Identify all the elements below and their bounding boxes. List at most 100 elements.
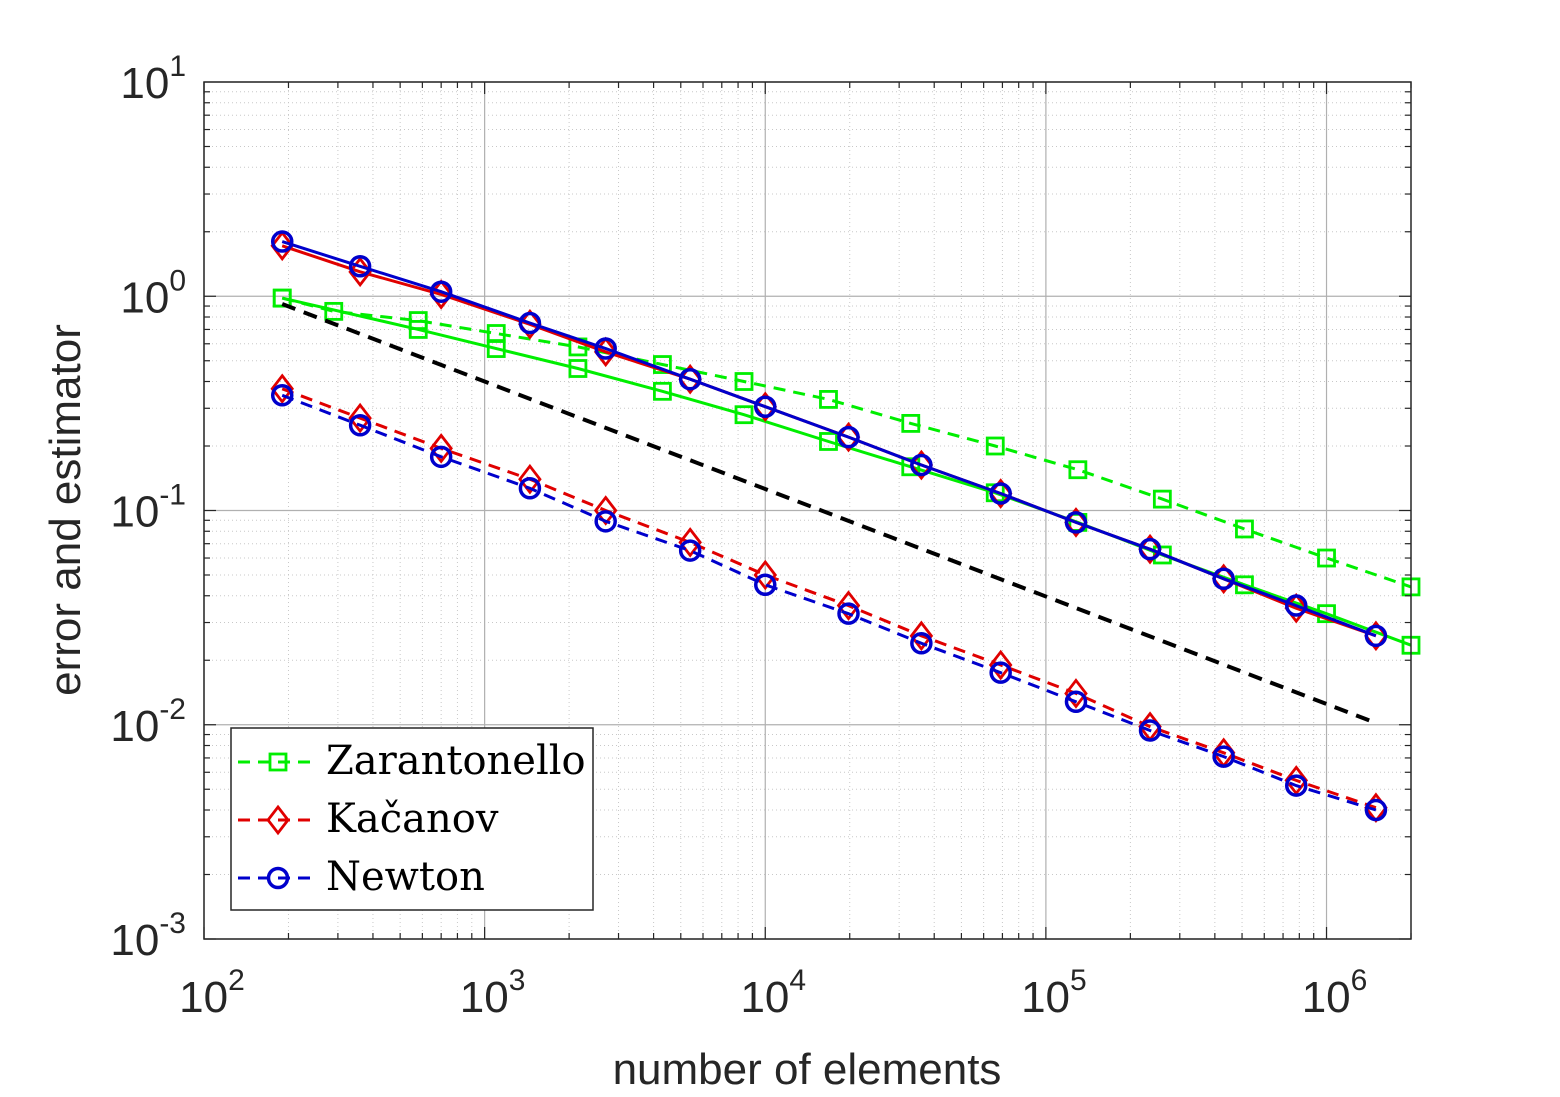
data-point-ka-anov-error bbox=[836, 590, 861, 621]
y-tick-label-base: 10 bbox=[110, 702, 159, 751]
data-point-zarantonello-error bbox=[486, 324, 506, 343]
series-line-zarantonello-error bbox=[281, 296, 1412, 589]
data-point-newton-estimator bbox=[1284, 594, 1308, 617]
y-tick-label-exponent: -3 bbox=[159, 907, 186, 940]
data-point-newton-estimator bbox=[518, 311, 542, 335]
data-point-ka-anov-error bbox=[518, 463, 542, 495]
data-point-newton-estimator bbox=[754, 395, 777, 418]
y-tick-label-base: 10 bbox=[120, 59, 169, 108]
data-point-zarantonello-error bbox=[1317, 548, 1336, 568]
series-zarantonello-error bbox=[272, 288, 1421, 597]
legend-marker-zarantonello bbox=[268, 752, 288, 772]
series bbox=[270, 230, 1421, 824]
x-tick-label-base: 10 bbox=[1021, 973, 1070, 1022]
y-tick-label: 100 bbox=[120, 264, 186, 322]
x-tick-label: 102 bbox=[179, 964, 245, 1022]
data-point-zarantonello-estimator bbox=[653, 381, 672, 401]
data-point-zarantonello-error bbox=[1152, 489, 1172, 509]
series-newton-estimator bbox=[270, 230, 1388, 648]
data-point-newton-error bbox=[1284, 774, 1308, 797]
data-point-newton-error bbox=[429, 445, 453, 469]
data-point-zarantonello-error bbox=[901, 413, 921, 433]
x-tick-label-exponent: 5 bbox=[1070, 964, 1087, 997]
y-tick-label-exponent: 1 bbox=[169, 50, 186, 83]
data-point-newton-estimator bbox=[1064, 511, 1088, 534]
x-axis-label: number of elements bbox=[613, 1045, 1002, 1094]
y-tick-label: 10-2 bbox=[110, 693, 186, 751]
data-point-zarantonello-estimator bbox=[901, 457, 921, 477]
x-tick-label-exponent: 6 bbox=[1351, 964, 1368, 997]
data-point-ka-anov-error bbox=[270, 373, 294, 405]
y-tick-label: 10-3 bbox=[110, 907, 186, 965]
series-reference-slope bbox=[281, 302, 1377, 725]
data-point-ka-anov-estimator bbox=[270, 230, 294, 262]
data-point-newton-estimator bbox=[837, 425, 860, 449]
x-tick-label: 103 bbox=[460, 964, 526, 1022]
data-point-zarantonello-error bbox=[1068, 460, 1088, 480]
data-point-zarantonello-estimator bbox=[819, 432, 838, 451]
data-point-newton-error bbox=[1364, 798, 1388, 822]
y-tick-label-exponent: -1 bbox=[159, 479, 186, 512]
data-point-newton-error bbox=[1064, 690, 1088, 714]
series-line-newton-error bbox=[281, 393, 1377, 812]
series-line-newton-estimator bbox=[281, 240, 1377, 638]
data-point-zarantonello-error bbox=[653, 355, 672, 374]
data-point-zarantonello-estimator bbox=[568, 359, 588, 378]
data-point-newton-estimator bbox=[678, 367, 702, 391]
data-point-newton-error bbox=[270, 384, 294, 407]
y-axis-label: error and estimator bbox=[41, 324, 90, 696]
x-tick-label-base: 10 bbox=[1302, 973, 1351, 1022]
y-tick-label-exponent: -2 bbox=[159, 693, 186, 726]
x-tick-label-exponent: 4 bbox=[789, 964, 806, 997]
data-point-newton-estimator bbox=[270, 230, 294, 253]
data-point-zarantonello-error bbox=[985, 436, 1005, 456]
legend-marker-newton bbox=[266, 866, 290, 890]
data-point-newton-error bbox=[754, 573, 777, 597]
data-point-ka-anov-error bbox=[593, 495, 618, 526]
data-point-newton-error bbox=[837, 602, 860, 625]
data-point-newton-estimator bbox=[989, 482, 1012, 505]
legend-swatches bbox=[238, 752, 318, 890]
data-point-zarantonello-error bbox=[819, 390, 838, 409]
x-tick-label-base: 10 bbox=[460, 973, 509, 1022]
data-point-newton-error bbox=[348, 413, 372, 437]
data-point-newton-estimator bbox=[594, 337, 617, 360]
y-tick-label-base: 10 bbox=[120, 273, 169, 322]
data-point-newton-estimator bbox=[910, 453, 933, 477]
data-point-ka-anov-error bbox=[988, 649, 1013, 681]
ticks bbox=[203, 82, 1412, 940]
y-tick-label: 10-1 bbox=[110, 479, 186, 537]
legend-label-kacanov: Kačanov bbox=[326, 796, 499, 842]
series-line-reference-slope bbox=[281, 302, 1377, 725]
data-point-newton-estimator bbox=[1212, 567, 1235, 591]
x-tick-label-base: 10 bbox=[179, 973, 228, 1022]
y-tick-label-base: 10 bbox=[110, 916, 159, 965]
data-point-zarantonello-error bbox=[1235, 519, 1254, 539]
data-point-newton-error bbox=[1212, 745, 1235, 768]
x-tick-label: 106 bbox=[1302, 964, 1368, 1022]
data-point-newton-error bbox=[594, 510, 617, 533]
data-point-newton-estimator bbox=[348, 255, 372, 278]
data-point-zarantonello-error bbox=[734, 372, 754, 391]
data-point-ka-anov-error bbox=[909, 620, 934, 652]
y-tick-label: 101 bbox=[120, 50, 186, 108]
x-tick-label-exponent: 2 bbox=[228, 964, 245, 997]
data-point-newton-error bbox=[518, 477, 542, 500]
data-point-newton-error bbox=[1138, 719, 1162, 742]
legend-label-zarantonello: Zarantonello bbox=[326, 738, 586, 784]
data-point-zarantonello-error bbox=[324, 301, 344, 321]
legend-label-newton: Newton bbox=[326, 854, 485, 900]
series-newton-error bbox=[270, 384, 1388, 822]
x-tick-label-base: 10 bbox=[740, 973, 789, 1022]
data-point-zarantonello-error bbox=[408, 311, 428, 330]
data-point-newton-error bbox=[910, 632, 933, 655]
data-point-newton-error bbox=[989, 661, 1012, 684]
y-tick-label-exponent: 0 bbox=[169, 264, 186, 297]
x-tick-label: 104 bbox=[740, 964, 806, 1022]
x-tick-label: 105 bbox=[1021, 964, 1087, 1022]
data-point-ka-anov-error bbox=[429, 433, 453, 464]
data-point-zarantonello-estimator bbox=[734, 405, 754, 425]
data-point-newton-estimator bbox=[1138, 537, 1162, 561]
legend-box bbox=[230, 727, 594, 911]
